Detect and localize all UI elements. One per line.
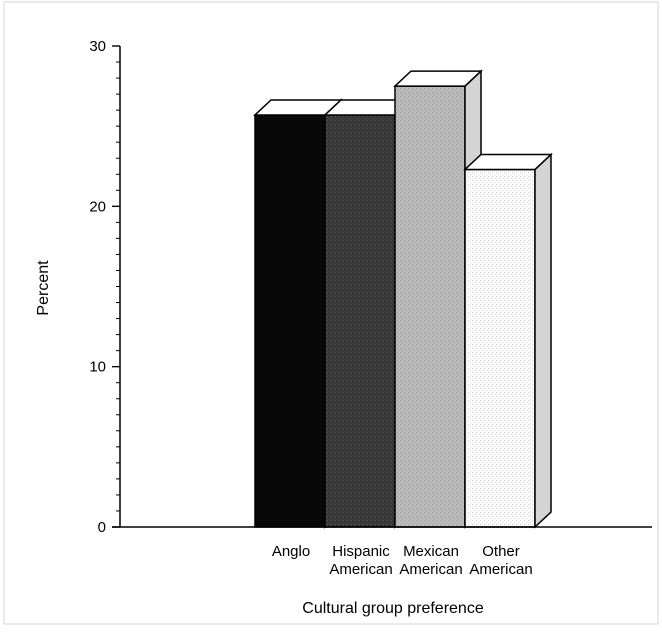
y-tick-label: 0 [98, 519, 106, 536]
bar-texture [395, 86, 465, 527]
bar-2 [323, 98, 413, 529]
bar-3 [393, 69, 483, 529]
bar-top-face [393, 70, 483, 87]
bar-top-face [463, 153, 553, 171]
bar-4 [463, 152, 553, 529]
bar-front-face [254, 114, 326, 528]
x-axis-title: Cultural group preference [302, 600, 484, 617]
figure-border [3, 1, 659, 625]
bar-side-face [534, 152, 552, 529]
x-category-label: Other American [469, 543, 532, 578]
bar-texture [465, 169, 535, 527]
y-axis-title: Percent [35, 260, 52, 316]
y-tick-label: 30 [89, 38, 106, 55]
x-category-label: Mexican American [399, 543, 462, 578]
x-category-label: Hispanic American [329, 543, 392, 578]
y-tick-label: 20 [89, 198, 106, 215]
bar-texture [325, 114, 395, 528]
y-tick-label: 10 [89, 359, 106, 376]
x-category-label: Anglo [272, 543, 310, 560]
bars-layer [253, 69, 553, 529]
